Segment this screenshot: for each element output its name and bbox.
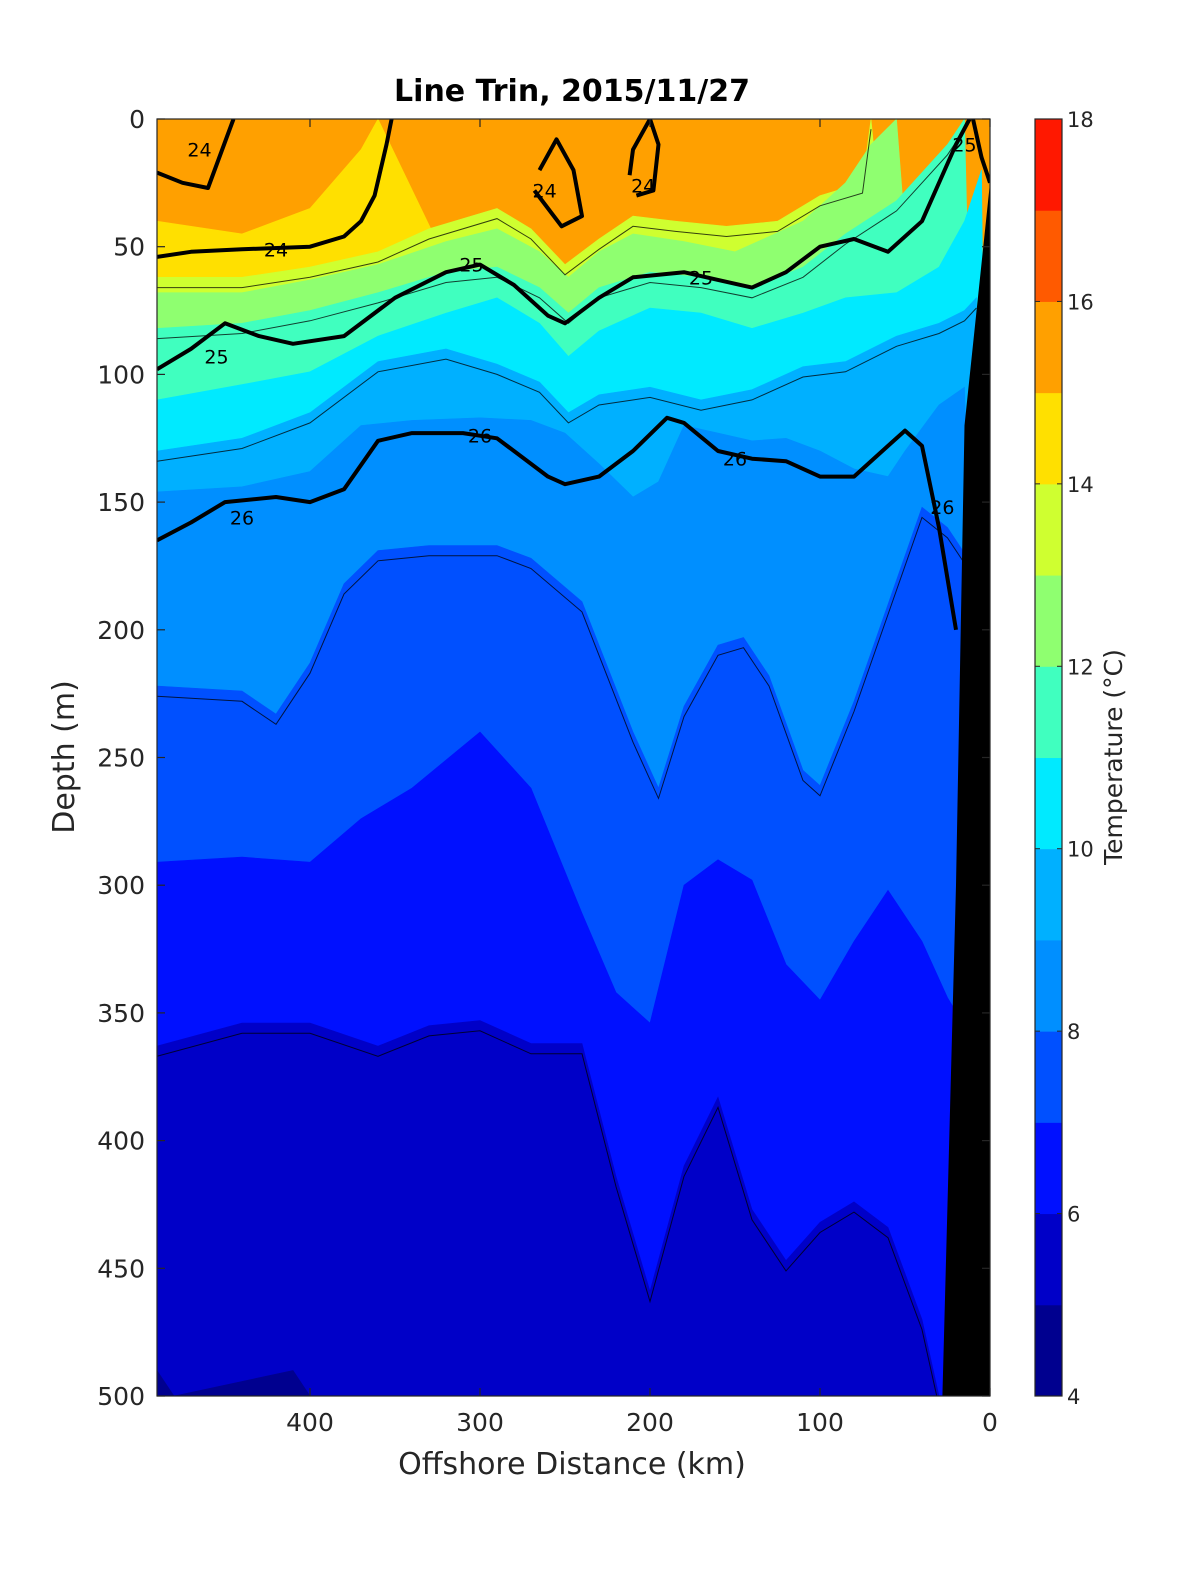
colorbar-swatch — [1035, 483, 1062, 576]
colorbar-swatch — [1035, 1213, 1062, 1306]
x-tick-label: 200 — [626, 1408, 674, 1437]
contour-label: 24 — [533, 181, 557, 203]
chart-title: Line Trin, 2015/11/27 — [394, 74, 750, 109]
colorbar-tick-label: 10 — [1067, 838, 1094, 862]
contour-label-text: 25 — [952, 135, 976, 157]
colorbar-tick-label: 8 — [1067, 1020, 1080, 1044]
temperature-band-4-5 — [157, 1369, 360, 1396]
colorbar-frame — [1034, 118, 1063, 1397]
contour-label-text: 26 — [468, 426, 492, 448]
colorbar-tick-label: 14 — [1067, 473, 1094, 497]
density-contour-24 — [157, 119, 236, 190]
thin-contour-line — [157, 307, 977, 462]
colorbar-tick-label: 12 — [1067, 655, 1094, 679]
colorbar-tick-label: 6 — [1067, 1203, 1080, 1227]
density-contour-25 — [157, 119, 972, 372]
y-tick-label: 350 — [97, 999, 145, 1028]
y-axis-label: Depth (m) — [47, 680, 82, 834]
contour-label-text: 26 — [930, 497, 954, 519]
contour-label-text: 24 — [533, 181, 557, 203]
density-contour-24 — [627, 119, 661, 198]
thin-contour-line — [157, 516, 965, 800]
contour-label-text: 24 — [187, 140, 211, 162]
contour-label-text: 24 — [631, 175, 655, 197]
y-tick-label: 100 — [97, 360, 145, 389]
x-axis: 400 300 200 100 0 — [286, 119, 998, 1437]
density-contour-24 — [157, 119, 394, 259]
contour-label: 25 — [952, 135, 976, 157]
contour-label: 26 — [230, 507, 254, 529]
density-contour-25 — [971, 119, 990, 184]
density-contour-26 — [157, 415, 958, 631]
temperature-band-5-6 — [157, 1020, 943, 1396]
seafloor-mask — [942, 182, 990, 1396]
contour-label-text: 25 — [459, 255, 483, 277]
contour-label: 26 — [723, 449, 747, 471]
contour-label: 24 — [187, 140, 211, 162]
colorbar-swatch — [1035, 848, 1062, 941]
contour-label-text: 24 — [264, 239, 288, 261]
y-tick-label: 250 — [97, 744, 145, 773]
contour-label: 25 — [689, 267, 713, 289]
y-tick-label: 50 — [113, 233, 145, 262]
x-axis-label: Offshore Distance (km) — [398, 1447, 746, 1482]
colorbar: 4 6 8 10 12 14 16 18 — [1034, 108, 1094, 1409]
contour-label-text: 25 — [689, 267, 713, 289]
contour-label: 26 — [468, 426, 492, 448]
colorbar-swatch — [1035, 392, 1062, 485]
y-tick-label: 450 — [97, 1254, 145, 1283]
y-tick-label: 500 — [97, 1382, 145, 1411]
y-tick-label: 400 — [97, 1127, 145, 1156]
colorbar-swatch — [1035, 210, 1062, 302]
colorbar-swatch — [1035, 1031, 1062, 1123]
colorbar-swatch — [1035, 1304, 1062, 1397]
colorbar-label: Temperature (°C) — [1099, 649, 1128, 866]
x-tick-label: 300 — [456, 1408, 504, 1437]
colorbar-tick-label: 18 — [1067, 108, 1094, 132]
colorbar-swatch — [1035, 301, 1062, 394]
x-tick-label: 0 — [982, 1408, 998, 1437]
density-contour-24 — [532, 137, 584, 229]
colorbar-swatch — [1035, 666, 1062, 758]
density-contours: 24 24 24 24 25 25 25 25 26 26 26 26 — [157, 119, 990, 631]
x-tick-label: 100 — [796, 1408, 844, 1437]
colorbar-swatch — [1035, 119, 1062, 211]
thin-contour-line — [157, 1030, 938, 1396]
colorbar-tick-label: 16 — [1067, 290, 1094, 314]
contour-label-text: 26 — [230, 507, 254, 529]
thin-contour-line — [157, 129, 872, 289]
plot-area — [157, 119, 990, 1396]
y-tick-label: 0 — [129, 105, 145, 134]
y-tick-label: 300 — [97, 871, 145, 900]
colorbar-swatch — [1035, 1122, 1062, 1215]
contour-label-text: 26 — [723, 449, 747, 471]
colorbar-tick-label: 4 — [1067, 1385, 1080, 1409]
y-tick-label: 150 — [97, 488, 145, 517]
contour-label: 26 — [930, 497, 954, 519]
y-axis: 0 50 100 150 200 250 300 350 400 450 500 — [97, 105, 990, 1411]
contour-label: 24 — [631, 175, 655, 197]
contour-label: 25 — [459, 255, 483, 277]
contour-label-text: 25 — [204, 347, 228, 369]
contour-label: 24 — [264, 239, 288, 261]
y-tick-label: 200 — [97, 616, 145, 645]
colorbar-swatch — [1035, 939, 1062, 1032]
x-tick-label: 400 — [286, 1408, 334, 1437]
colorbar-swatch — [1035, 575, 1062, 667]
colorbar-swatch — [1035, 757, 1062, 850]
contour-label: 25 — [204, 347, 228, 369]
